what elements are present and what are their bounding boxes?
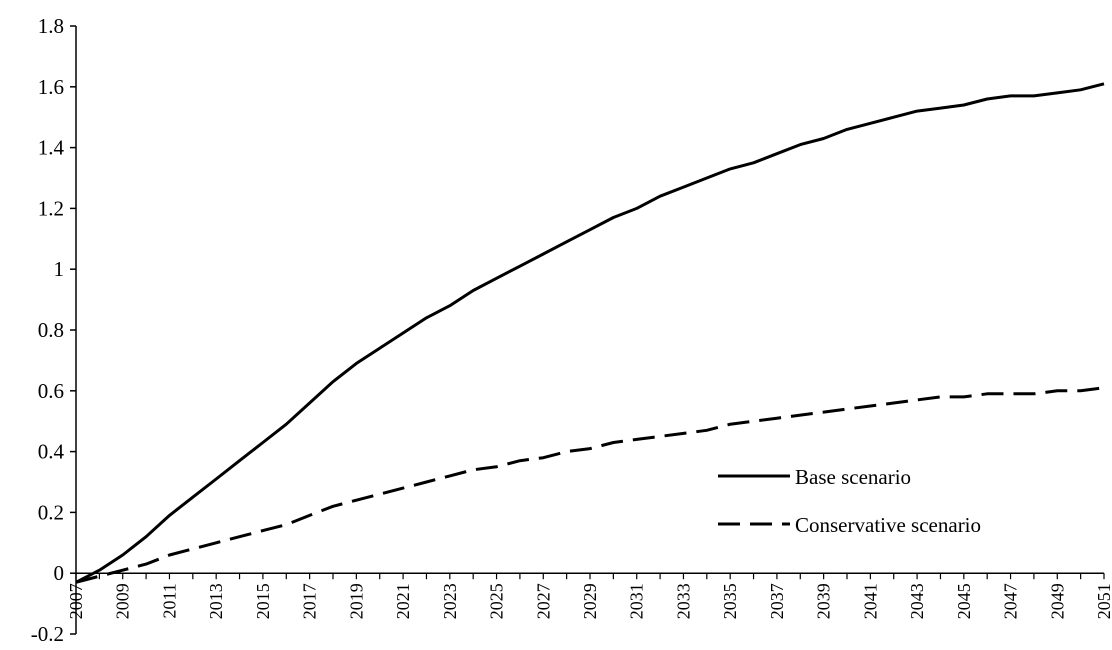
legend-label-conservative-scenario: Conservative scenario (795, 513, 981, 537)
x-tick-label: 2011 (159, 583, 179, 618)
y-tick-label: 1.6 (38, 75, 64, 99)
y-tick-label: 0.4 (38, 440, 65, 464)
x-tick-label: 2047 (1001, 583, 1021, 619)
y-tick-labels: -0.2 0 0.2 0.4 0.6 0.8 1 1.2 1.4 1.6 1.8 (31, 14, 65, 646)
y-tick-label: 0.6 (38, 379, 64, 403)
x-tick-label: 2029 (580, 583, 600, 619)
x-tick-label: 2031 (627, 583, 647, 619)
x-tick-label: 2021 (393, 583, 413, 619)
x-tick-label: 2019 (346, 583, 366, 619)
x-tick-label: 2015 (253, 583, 273, 619)
x-tick-label: 2007 (66, 583, 86, 619)
x-tick-label: 2037 (767, 583, 787, 619)
x-tick-label: 2013 (206, 583, 226, 619)
x-tick-label: 2009 (113, 583, 133, 619)
x-tick-label: 2023 (440, 583, 460, 619)
x-tick-label: 2025 (487, 583, 507, 619)
y-tick-label: 1.8 (38, 14, 64, 38)
x-tick-label: 2041 (860, 583, 880, 619)
y-tick-label: 0 (54, 561, 65, 585)
x-tick-label: 2045 (954, 583, 974, 619)
x-tick-labels: 2007 2009 2011 2013 2015 2017 2019 2021 2023 2025… (66, 583, 1112, 619)
x-tick-label: 2049 (1047, 583, 1067, 619)
legend: Base scenario Conservative scenario (718, 465, 981, 537)
y-tick-label: 0.2 (38, 500, 64, 524)
y-tick-label: -0.2 (31, 622, 64, 645)
series-line-base-scenario (75, 82, 1105, 584)
y-tick-label: 1.2 (38, 196, 64, 220)
x-tick-label: 2017 (300, 583, 320, 619)
axes (70, 25, 1105, 635)
x-tick-label: 2043 (907, 583, 927, 619)
x-tick-label: 2039 (814, 583, 834, 619)
x-tick-label: 2027 (533, 583, 553, 619)
series-line-conservative-scenario (75, 386, 1105, 584)
y-tick-label: 0.8 (38, 318, 64, 342)
x-tick-label: 2051 (1094, 583, 1112, 619)
y-tick-label: 1.4 (38, 136, 65, 160)
x-tick-label: 2035 (720, 583, 740, 619)
y-tick-label: 1 (54, 257, 65, 281)
series-lines (75, 82, 1105, 584)
legend-label-base-scenario: Base scenario (795, 465, 911, 489)
x-tick-label: 2033 (673, 583, 693, 619)
